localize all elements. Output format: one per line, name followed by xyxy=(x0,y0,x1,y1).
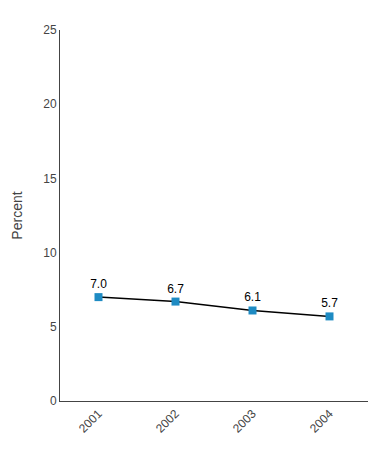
svg-text:15: 15 xyxy=(43,172,57,186)
svg-text:2001: 2001 xyxy=(76,407,105,436)
svg-text:5: 5 xyxy=(50,320,57,334)
svg-text:Percent: Percent xyxy=(9,191,25,239)
svg-text:10: 10 xyxy=(43,246,57,260)
svg-text:0: 0 xyxy=(50,394,57,408)
svg-text:6.1: 6.1 xyxy=(244,290,261,304)
svg-text:20: 20 xyxy=(43,97,57,111)
svg-text:2002: 2002 xyxy=(153,407,182,436)
svg-text:5.7: 5.7 xyxy=(321,296,338,310)
svg-text:7.0: 7.0 xyxy=(90,277,107,291)
svg-text:6.7: 6.7 xyxy=(167,282,184,296)
svg-text:2003: 2003 xyxy=(230,407,259,436)
svg-text:2004: 2004 xyxy=(307,407,336,436)
svg-text:25: 25 xyxy=(43,23,57,37)
